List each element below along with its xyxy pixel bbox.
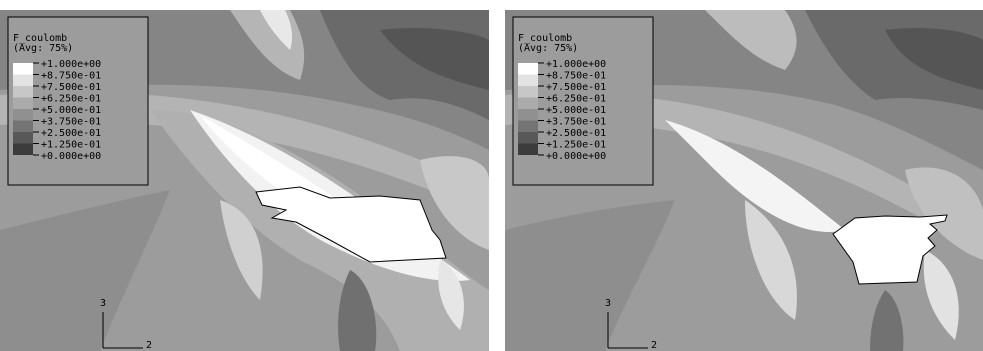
legend-swatch [518,144,538,156]
legend-label: +1.000e+00 [546,59,606,70]
legend-swatch [13,109,33,121]
legend-swatch [13,98,33,110]
legend-label: +1.000e+00 [41,59,101,70]
legend-swatch [13,121,33,133]
legend-label: +3.750e-01 [546,117,606,128]
legend-subtitle: (Avg: 75%) [518,43,578,54]
legend-label: +2.500e-01 [41,128,101,139]
legend-subtitle: (Avg: 75%) [13,43,73,54]
legend-swatch [13,132,33,144]
legend-label: +8.750e-01 [546,71,606,82]
triad-label: 2 [651,340,657,351]
legend-label: +6.250e-01 [41,94,101,105]
legend-label: +6.250e-01 [546,94,606,105]
legend-swatch [13,144,33,156]
legend-label: +1.250e-01 [546,140,606,151]
triad-label: 3 [605,298,611,309]
legend-label: +8.750e-01 [41,71,101,82]
legend-swatch [518,75,538,87]
legend-label: +5.000e-01 [41,105,101,116]
legend-label: +7.500e-01 [41,82,101,93]
legend-swatch [518,86,538,98]
legend-label: +1.250e-01 [41,140,101,151]
triad-label: 3 [100,298,106,309]
legend-label: +7.500e-01 [546,82,606,93]
legend-swatch [13,75,33,87]
legend-swatch [518,98,538,110]
legend-swatch [518,132,538,144]
triad-label: 2 [146,340,152,351]
legend-label: +0.000e+00 [546,151,606,162]
legend-swatch [13,86,33,98]
screenshot: F_coulomb(Avg: 75%)+1.000e+00+8.750e-01+… [0,0,983,351]
legend-swatch [13,63,33,75]
legend-label: +3.750e-01 [41,117,101,128]
legend-swatch [518,109,538,121]
legend-label: +2.500e-01 [546,128,606,139]
legend-label: +5.000e-01 [546,105,606,116]
legend-swatch [518,63,538,75]
legend-label: +0.000e+00 [41,151,101,162]
legend-swatch [518,121,538,133]
